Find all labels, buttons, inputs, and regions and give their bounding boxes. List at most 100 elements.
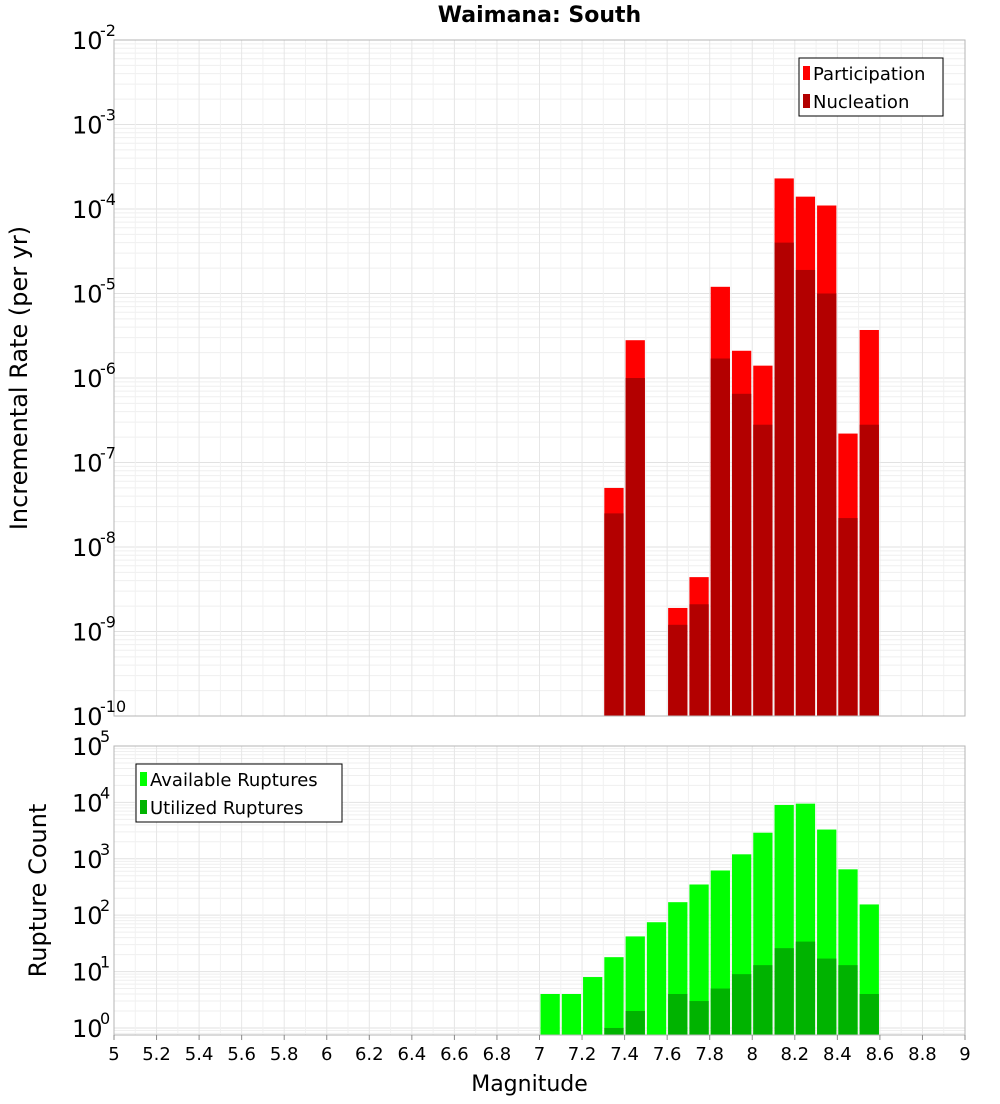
legend-label: Participation [813,64,925,85]
bar-nucleation [668,624,688,716]
bar-utilized-ruptures [731,974,752,1035]
bar-available-ruptures [604,957,624,1035]
bar-utilized-ruptures [710,988,730,1035]
bar-utilized-ruptures [774,948,794,1035]
y-tick-exponent: -5 [100,275,116,294]
y-tick-label: 10 [72,112,103,140]
y-tick-label: 10 [72,846,103,874]
y-tick-exponent: -10 [100,697,126,716]
y-tick-exponent: 4 [100,783,110,802]
x-tick-label: 5.2 [142,1044,171,1065]
bar-utilized-ruptures [817,958,837,1035]
bar-utilized-ruptures [859,994,879,1035]
chart-title: Waimana: South [438,3,641,28]
legend-box [135,763,343,823]
x-tick-label: 8 [747,1044,758,1065]
bar-nucleation [817,293,837,716]
bar-utilized-ruptures [795,941,816,1035]
y-tick-exponent: 1 [100,953,110,972]
y-tick-label: 10 [72,281,103,309]
legend: Participation Nucleation [798,57,944,117]
y-tick-exponent: -7 [100,444,116,463]
bar-utilized-ruptures [689,1001,709,1035]
bar-utilized-ruptures [753,965,773,1035]
bar-nucleation [859,424,879,716]
x-tick-label: 6.4 [398,1044,427,1065]
bar-nucleation [838,518,858,716]
y-tick-exponent: -4 [100,190,116,209]
bar-available-ruptures [583,977,603,1035]
x-tick-label: 7.4 [610,1044,639,1065]
y-tick-label: 10 [72,365,103,393]
chart-panel-0: 10-210-310-410-510-610-710-810-910-10Inc… [5,3,966,731]
x-tick-label: 8.6 [866,1044,895,1065]
legend-swatch [803,66,810,80]
legend-swatch [140,800,147,814]
bar-utilized-ruptures [604,1027,624,1035]
x-axis-label: Magnitude [471,1072,588,1097]
x-tick-label: 8.8 [908,1044,937,1065]
y-tick-exponent: 3 [100,840,110,859]
legend-swatch [140,772,147,786]
bar-nucleation [710,358,730,716]
legend-box [798,57,944,117]
x-tick-label: 8.4 [823,1044,852,1065]
y-tick-exponent: 5 [100,727,110,746]
bar-nucleation [625,378,645,716]
y-tick-label: 10 [72,959,103,987]
x-tick-label: 7 [534,1044,545,1065]
x-tick-label: 8.2 [780,1044,809,1065]
bar-available-ruptures [625,936,645,1035]
y-axis-label: Rupture Count [24,804,52,978]
legend: Available Ruptures Utilized Ruptures [135,763,343,823]
y-tick-label: 10 [72,1015,103,1043]
y-tick-label: 10 [72,703,103,731]
x-tick-label: 5.6 [227,1044,256,1065]
y-tick-label: 10 [72,196,103,224]
y-tick-exponent: 0 [100,1009,110,1028]
x-tick-label: 5.4 [185,1044,214,1065]
y-tick-label: 10 [72,733,103,761]
y-tick-label: 10 [72,789,103,817]
bar-available-ruptures [561,994,582,1035]
y-tick-exponent: -8 [100,528,116,547]
y-tick-label: 10 [72,619,103,647]
x-tick-label: 6.8 [483,1044,512,1065]
x-tick-label: 6.2 [355,1044,384,1065]
legend-swatch [803,94,810,108]
bar-available-ruptures [540,994,560,1035]
x-tick-label: 7.8 [695,1044,724,1065]
y-tick-exponent: -6 [100,359,116,378]
legend-label: Utilized Ruptures [150,798,303,819]
x-tick-label: 6 [321,1044,332,1065]
y-tick-exponent: 2 [100,896,110,915]
y-tick-exponent: -3 [100,106,116,125]
bar-nucleation [689,604,709,716]
y-tick-label: 10 [72,27,103,55]
y-tick-exponent: -2 [100,21,116,40]
y-tick-label: 10 [72,534,103,562]
x-tick-label: 9 [959,1044,970,1065]
y-tick-label: 10 [72,902,103,930]
y-tick-exponent: -9 [100,613,116,632]
y-tick-label: 10 [72,450,103,478]
bar-utilized-ruptures [625,1010,645,1035]
bar-utilized-ruptures [668,994,688,1035]
bar-available-ruptures [646,922,667,1035]
x-tick-label: 5 [108,1044,119,1065]
bar-nucleation [604,513,624,716]
x-tick-label: 7.6 [653,1044,682,1065]
bar-available-ruptures [689,884,709,1035]
legend-label: Nucleation [813,92,909,113]
x-tick-label: 6.6 [440,1044,469,1065]
bar-nucleation [774,242,794,717]
y-axis-label: Incremental Rate (per yr) [5,226,33,530]
bar-nucleation [795,269,816,716]
legend-label: Available Ruptures [150,770,318,791]
plot-frame [113,39,966,717]
x-tick-label: 7.2 [568,1044,597,1065]
bar-utilized-ruptures [838,965,858,1035]
